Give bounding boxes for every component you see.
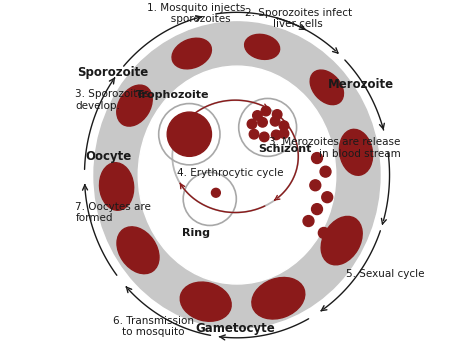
Circle shape <box>272 130 281 140</box>
Text: Schizont: Schizont <box>258 144 311 154</box>
Circle shape <box>270 117 280 126</box>
Text: 7. Oocytes are
formed: 7. Oocytes are formed <box>75 202 151 223</box>
Circle shape <box>310 180 321 191</box>
Text: Oocyte: Oocyte <box>85 150 132 163</box>
Ellipse shape <box>321 216 362 265</box>
Circle shape <box>211 188 220 197</box>
Circle shape <box>303 216 314 227</box>
Text: 6. Transmission
to mosquito: 6. Transmission to mosquito <box>113 316 194 337</box>
Text: 4. Erythrocytic cycle: 4. Erythrocytic cycle <box>177 169 283 179</box>
Ellipse shape <box>310 70 344 104</box>
Circle shape <box>322 192 333 203</box>
Text: 3. Merozoites are release
in blood stream: 3. Merozoites are release in blood strea… <box>269 137 401 158</box>
Text: Merozoite: Merozoite <box>328 78 394 91</box>
Text: 1. Mosquito injects
   sporozoites: 1. Mosquito injects sporozoites <box>147 2 246 24</box>
Text: Ring: Ring <box>182 228 210 238</box>
Text: Gametocyte: Gametocyte <box>195 322 275 335</box>
Ellipse shape <box>252 277 305 319</box>
Ellipse shape <box>117 85 152 126</box>
Ellipse shape <box>94 22 380 328</box>
Text: 5. Sexual cycle: 5. Sexual cycle <box>346 269 424 279</box>
Circle shape <box>261 106 271 116</box>
Circle shape <box>253 111 262 120</box>
Ellipse shape <box>339 129 373 175</box>
Circle shape <box>273 110 282 119</box>
Circle shape <box>247 119 257 129</box>
Circle shape <box>311 204 322 215</box>
Ellipse shape <box>172 38 211 69</box>
Circle shape <box>319 228 329 238</box>
Circle shape <box>311 153 322 164</box>
Ellipse shape <box>138 66 336 284</box>
Circle shape <box>320 166 331 177</box>
Ellipse shape <box>180 282 231 321</box>
Circle shape <box>167 112 211 156</box>
Circle shape <box>279 129 289 138</box>
Text: 3. Sporozoites
develop.: 3. Sporozoites develop. <box>75 89 149 111</box>
Circle shape <box>258 118 267 127</box>
Ellipse shape <box>245 34 280 60</box>
Circle shape <box>279 121 289 130</box>
Circle shape <box>259 132 269 142</box>
Circle shape <box>249 129 259 139</box>
Ellipse shape <box>117 227 159 274</box>
Text: Trophozoite: Trophozoite <box>136 90 209 100</box>
Ellipse shape <box>100 163 134 210</box>
Text: Sporozoite: Sporozoite <box>77 66 148 80</box>
Text: 2. Sporozoites infect
liver cells: 2. Sporozoites infect liver cells <box>245 8 352 29</box>
